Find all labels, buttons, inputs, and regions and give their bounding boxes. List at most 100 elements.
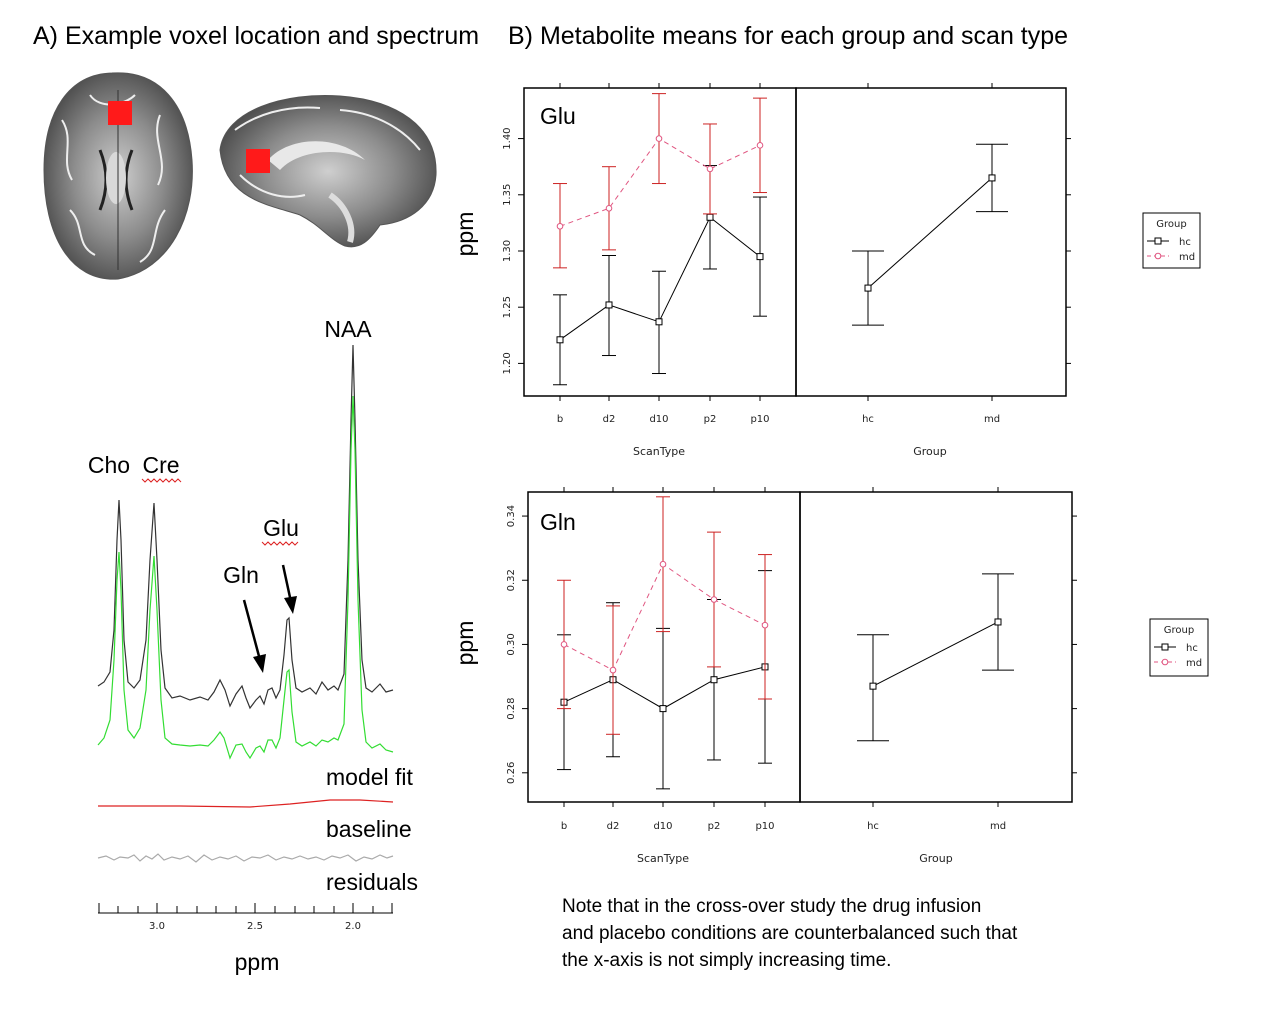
gln-legend-marker-hc (1161, 643, 1169, 651)
glu-legend-marker-hc (1154, 237, 1162, 245)
glu-arrow (281, 564, 297, 614)
gln-point-md (761, 621, 769, 629)
spectrum-tick-label: 3.0 (149, 921, 165, 932)
gln-scan-frame (527, 491, 801, 803)
gln-group-frame (799, 491, 1073, 803)
glu-scan-frame (523, 87, 797, 397)
gln-point-md (710, 596, 718, 603)
gln-x-tick-label: b (561, 821, 567, 832)
gln-x-tick-label: d2 (607, 821, 620, 832)
gln-y-tick-label: 0.34 (506, 505, 517, 527)
gln-series-line-md (563, 563, 766, 671)
glu-group-frame (795, 87, 1067, 397)
peak-label-cre: Cre (142, 452, 179, 478)
glu-point-hc (605, 301, 613, 309)
gln-point-md (560, 641, 568, 648)
gln-x-label: ScanType (637, 852, 689, 865)
glu-legend-marker-md (1154, 252, 1162, 260)
glu-legend-title: Group (1156, 219, 1186, 230)
glu-point-hc (706, 213, 714, 221)
gln-point-hc (659, 705, 667, 713)
peak-label-cho: Cho (88, 452, 130, 478)
gln-x-tick-label: p10 (755, 821, 774, 832)
gln-y-label: ppm (452, 621, 478, 666)
panel-a-title: A) Example voxel location and spectrum (33, 22, 480, 50)
gln-x-tick-label: p2 (708, 821, 721, 832)
gln-group-point (994, 618, 1002, 626)
spectrum-data-trace (97, 344, 394, 710)
spectrum-panel: 3.0 2.5 2.0 ppm NAA Cho Cre Glu Gln mode… (88, 316, 418, 975)
glu-point-md (655, 135, 663, 142)
glu-point-md (706, 165, 714, 173)
gln-point-hc (710, 676, 718, 684)
peak-label-naa: NAA (324, 316, 372, 342)
gln-y-tick-label: 0.32 (506, 569, 517, 591)
glu-x-label: ScanType (633, 445, 685, 458)
glu-y-tick-label: 1.40 (502, 127, 513, 149)
panel-b-title: B) Metabolite means for each group and s… (508, 22, 1069, 50)
spectrum-residuals-trace (97, 853, 394, 863)
peak-label-glu: Glu (263, 515, 299, 541)
trace-label-baseline: baseline (326, 816, 412, 842)
glu-group-tick-label: hc (862, 414, 874, 425)
gln-group-line (872, 621, 999, 687)
gln-y-tick-label: 0.26 (506, 762, 517, 784)
glu-y-tick-label: 1.30 (502, 240, 513, 262)
note-line: the x-axis is not simply increasing time… (562, 950, 892, 971)
gln-legend-entry-hc: hc (1186, 643, 1198, 654)
spectrum-fit-trace (97, 395, 394, 760)
glu-legend-entry-md: md (1179, 252, 1195, 263)
spectrum-x-label: ppm (235, 949, 280, 975)
glu-legend-entry-hc: hc (1179, 237, 1191, 248)
spellcheck-underline (141, 478, 182, 483)
glu-group-point (864, 284, 872, 292)
gln-point-md (609, 666, 617, 674)
glu-x-tick-label: d2 (603, 414, 616, 425)
glu-group-tick-label: md (984, 414, 1000, 425)
gln-group-point (869, 682, 877, 690)
trace-label-residuals: residuals (326, 869, 418, 895)
glu-group-point (988, 174, 996, 182)
spectrum-tick-label: 2.5 (247, 921, 263, 932)
spectrum-x-ticks (98, 903, 393, 913)
glu-x-tick-label: d10 (649, 414, 668, 425)
glu-point-md (556, 222, 564, 230)
gln-x-tick-label: d10 (653, 821, 672, 832)
gln-group-tick-label: md (990, 821, 1006, 832)
gln-y-tick-label: 0.30 (506, 633, 517, 655)
gln-group-tick-label: hc (867, 821, 879, 832)
glu-point-md (605, 204, 613, 212)
note-line: Note that in the cross-over study the dr… (562, 896, 982, 917)
voxel-marker-sagittal (246, 149, 270, 173)
spellcheck-underline (261, 541, 299, 546)
gln-group-x-label: Group (919, 852, 953, 865)
gln-chart-title: Gln (540, 509, 576, 535)
glu-group-line (867, 177, 993, 289)
glu-chart-title: Glu (540, 103, 576, 129)
glu-point-hc (756, 253, 764, 261)
gln-legend-marker-md (1161, 658, 1169, 666)
glu-x-tick-label: b (557, 414, 563, 425)
gln-series-line-hc (563, 666, 766, 710)
peak-label-gln: Gln (223, 562, 259, 588)
sagittal-brain-image (219, 94, 437, 248)
glu-x-tick-label: p2 (704, 414, 717, 425)
note-line: and placebo conditions are counterbalanc… (562, 923, 1018, 944)
glu-point-hc (655, 318, 663, 326)
glu-y-tick-label: 1.25 (502, 296, 513, 318)
voxel-marker-axial (108, 101, 132, 125)
gln-legend-title: Group (1164, 625, 1194, 636)
axial-brain-image (43, 72, 193, 280)
glu-y-tick-label: 1.35 (502, 184, 513, 206)
glu-y-tick-label: 1.20 (502, 352, 513, 374)
glu-group-x-label: Group (913, 445, 947, 458)
gln-legend-entry-md: md (1186, 658, 1202, 669)
glu-series-line-md (559, 137, 761, 227)
glu-point-hc (556, 336, 564, 344)
spectrum-baseline-trace (98, 799, 394, 808)
gln-y-tick-label: 0.28 (506, 697, 517, 719)
gln-chart: ppm Gln ScanType Group 0.26 0.28 0.30 0.32 0… (452, 487, 1209, 865)
glu-chart: ppm Glu ScanType Group 1.20 1.25 1.30 1.35 1… (452, 83, 1201, 458)
glu-x-tick-label: p10 (750, 414, 769, 425)
